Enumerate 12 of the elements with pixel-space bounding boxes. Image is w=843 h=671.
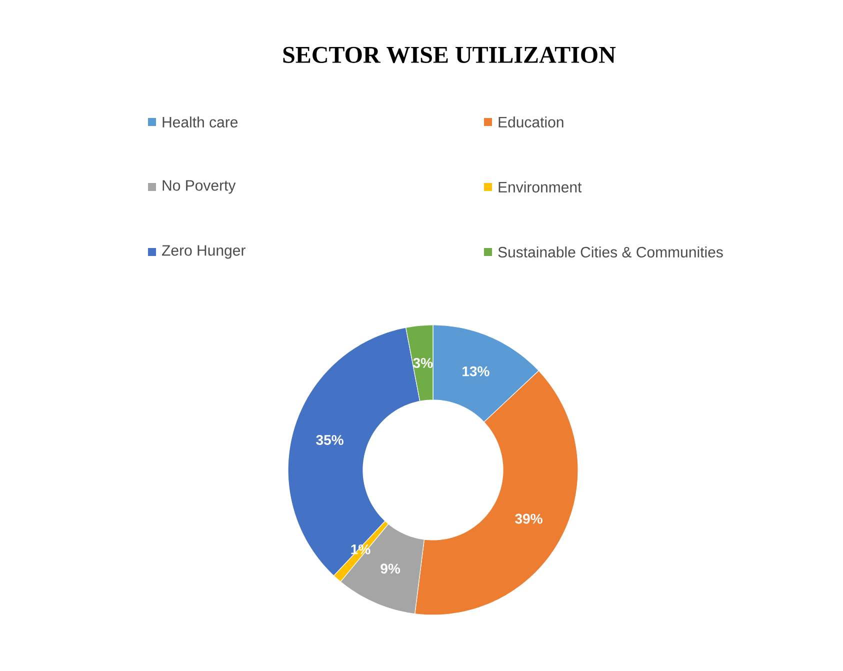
data-label: 9% — [380, 564, 400, 574]
data-label: 1% — [351, 544, 370, 554]
chart-title: SECTOR WISE UTILIZATION — [283, 46, 616, 64]
legend-label: Health care — [162, 116, 238, 128]
legend-label: Education — [498, 116, 564, 128]
data-label: 35% — [316, 435, 344, 445]
legend-label: Zero Hunger — [162, 245, 246, 259]
legend-label: Environment — [498, 181, 582, 192]
data-label: 39% — [515, 514, 542, 524]
legend-label: Sustainable Cities & Communities — [498, 246, 723, 258]
legend-label: No Poverty — [162, 180, 236, 194]
data-label: 13% — [462, 366, 490, 376]
